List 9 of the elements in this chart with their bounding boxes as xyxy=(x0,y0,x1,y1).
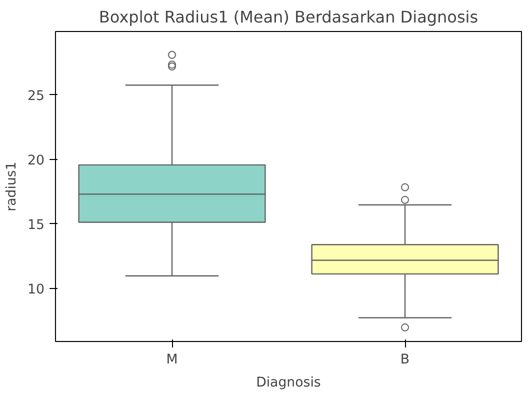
y-axis-title: radius1 xyxy=(4,162,20,212)
y-tick-label: 25 xyxy=(28,88,45,104)
x-tick-label: B xyxy=(400,352,410,368)
y-tick-label: 15 xyxy=(28,218,45,233)
y-tick-label: 20 xyxy=(28,153,45,168)
y-tick-label: 10 xyxy=(28,282,45,298)
x-axis-title: Diagnosis xyxy=(256,376,321,390)
chart-title: Boxplot Radius1 (Mean) Berdasarkan Diagnosis xyxy=(98,8,478,26)
x-tick-label: M xyxy=(166,352,178,368)
